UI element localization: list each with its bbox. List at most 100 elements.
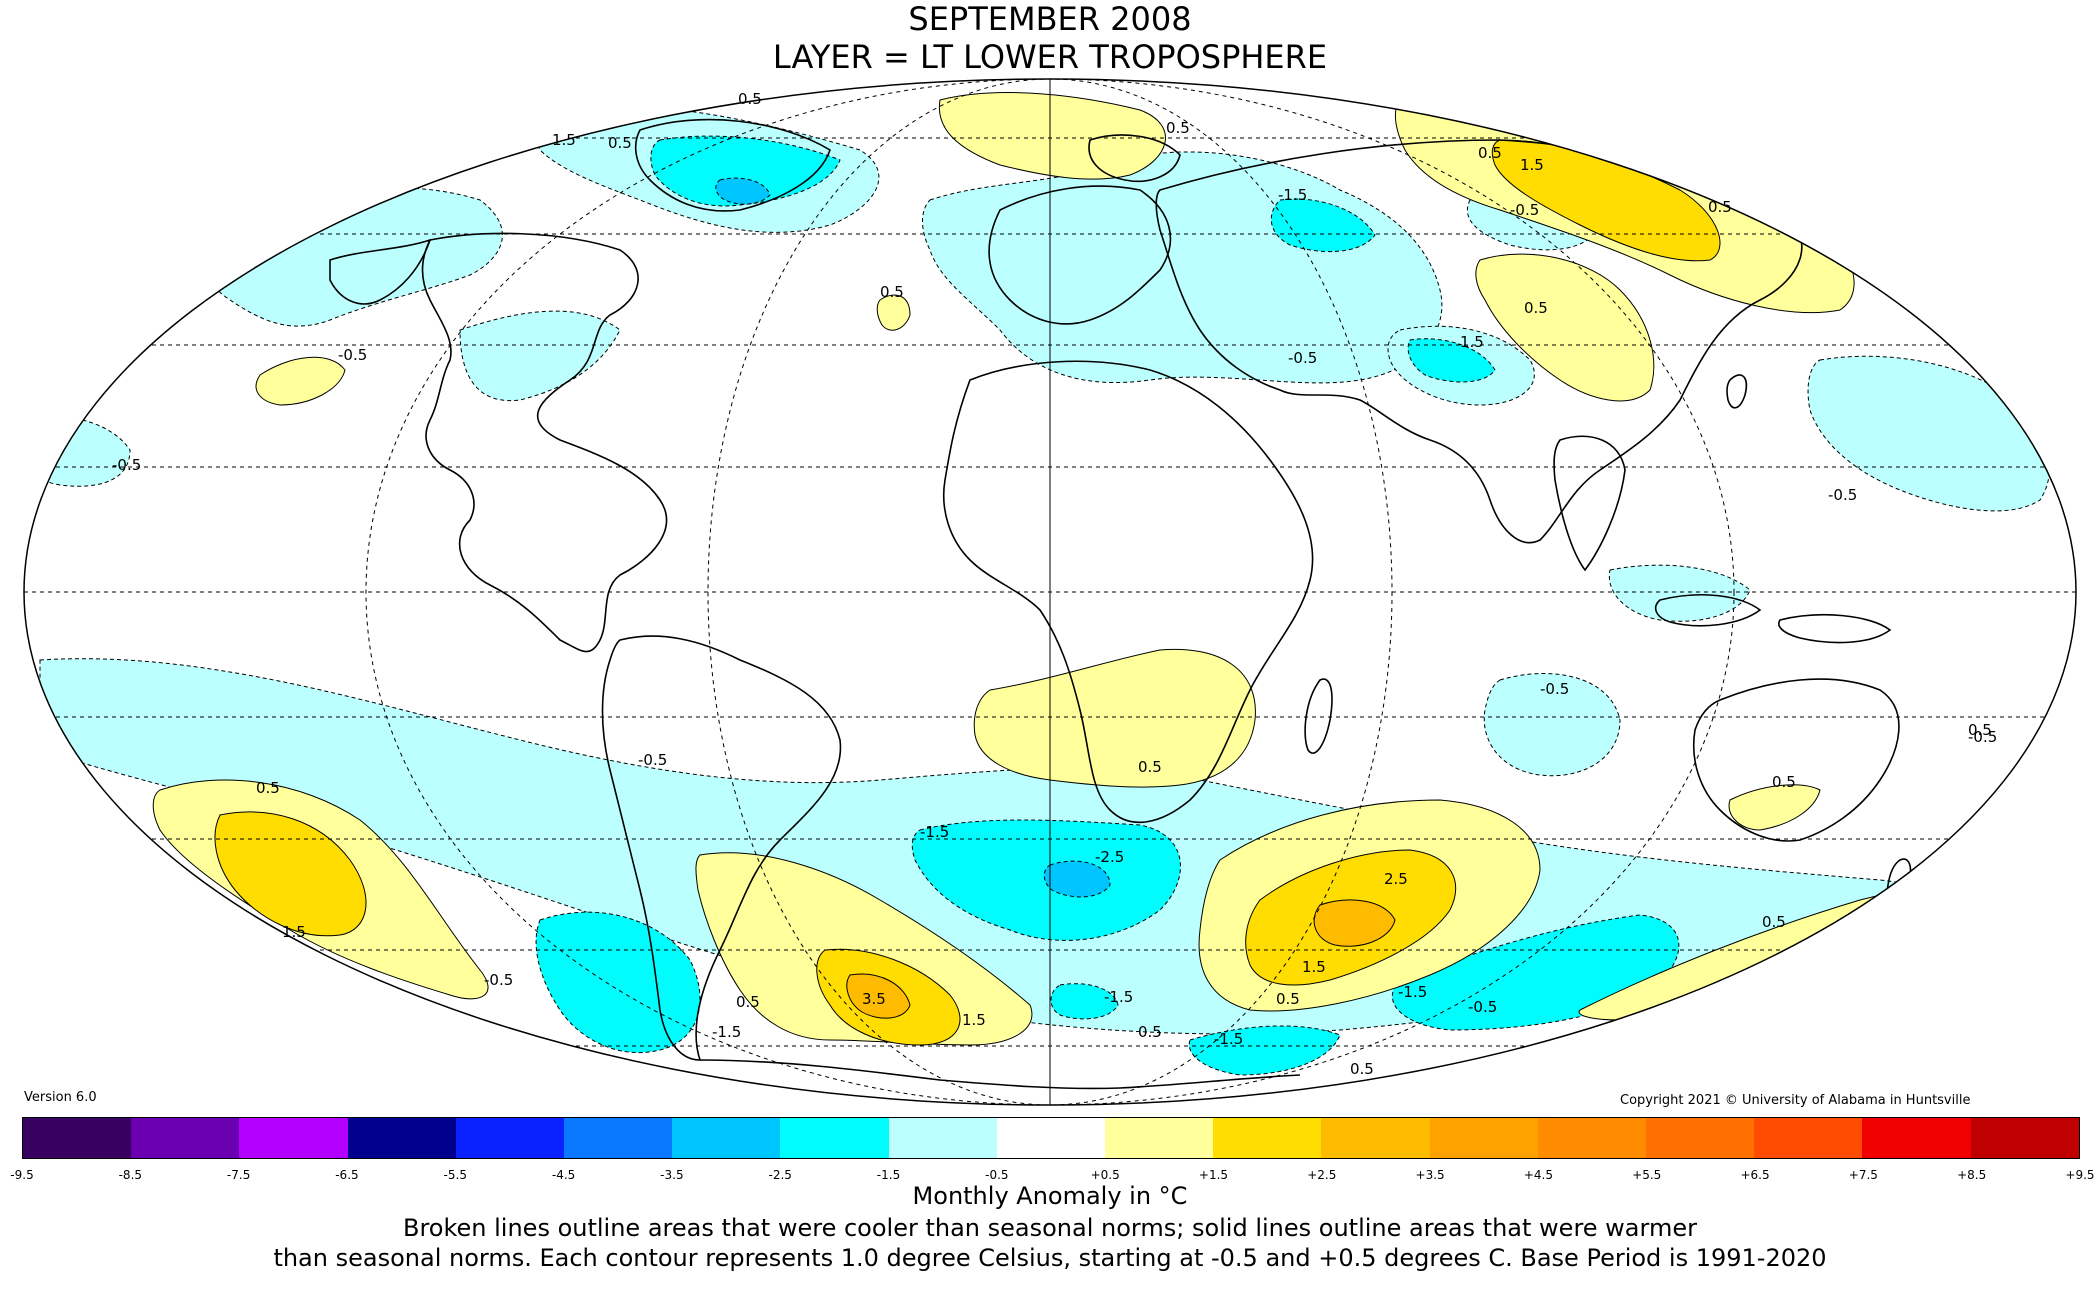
contour-label: 0.5 — [1772, 773, 1796, 791]
color-scale-segment — [888, 1118, 997, 1158]
color-scale-segment — [1970, 1118, 2079, 1158]
contour-label: -0.5 — [638, 751, 667, 769]
color-scale-tick-label: -2.5 — [768, 1168, 792, 1182]
coastlines — [329, 118, 1912, 1090]
contour-label: 0.5 — [738, 90, 762, 108]
contour-label: 1.5 — [1302, 958, 1326, 976]
contour-label: 0.5 — [1762, 913, 1786, 931]
color-scale-tick-label: -1.5 — [876, 1168, 901, 1182]
contour-label: 0.5 — [1478, 144, 1502, 162]
contour-label: 1.5 — [1520, 156, 1544, 174]
contour-label: -0.5 — [1288, 349, 1317, 367]
contour-label: 0.5 — [1138, 1023, 1162, 1041]
region-cool-maritime-asia — [1608, 564, 1751, 622]
contour-label: -0.5 — [484, 971, 513, 989]
region-cold-siberia — [1270, 198, 1376, 253]
anomaly-map: 0.5 1.5 0.5 0.5 1.5 0.5 -1.5 -0.5 0.5 0.… — [23, 78, 2077, 1106]
region-warm-atlantic-small — [876, 294, 911, 331]
region-cold-antarctic-atlantic — [1050, 983, 1119, 1020]
contour-label: 1.5 — [552, 131, 576, 149]
contour-label: 0.5 — [1968, 721, 1992, 739]
contour-labels: 0.5 1.5 0.5 0.5 1.5 0.5 -1.5 -0.5 0.5 0.… — [112, 90, 1997, 1078]
color-scale-tick-label: +1.5 — [1198, 1168, 1229, 1182]
color-scale-segment — [1862, 1118, 1971, 1158]
contour-label: -0.5 — [112, 456, 141, 474]
color-scale-tick-label: +6.5 — [1740, 1168, 1770, 1182]
region-warm-canada-small — [467, 104, 611, 138]
contour-label: 0.5 — [1708, 198, 1732, 216]
color-scale-segment — [1537, 1118, 1647, 1158]
contour-label: -0.5 — [338, 346, 367, 364]
color-scale-segment — [1213, 1118, 1322, 1158]
region-warm-north-pacific — [255, 356, 346, 406]
region-warmest-south-america — [846, 973, 911, 1019]
region-warmer-south-pacific-west — [214, 811, 367, 937]
contour-label: -0.5 — [1540, 680, 1569, 698]
color-scale-bar — [22, 1117, 2080, 1159]
contour-label: -1.5 — [1398, 983, 1427, 1001]
region-warm-southern-africa — [973, 648, 1256, 788]
color-scale-tick-label: -4.5 — [551, 1168, 576, 1182]
color-scale-tick-label: +2.5 — [1307, 1168, 1337, 1182]
map-subtitle: LAYER = LT LOWER TROPOSPHERE — [772, 38, 1328, 76]
color-scale-tick-label: +3.5 — [1415, 1168, 1445, 1182]
color-scale-segment — [672, 1118, 781, 1158]
version-label: Version 6.0 — [24, 1090, 97, 1105]
color-scale-segment — [1321, 1118, 1430, 1158]
region-warm-north-atlantic — [938, 92, 1166, 180]
contour-label: 0.5 — [1166, 119, 1190, 137]
explanation-line-2: than seasonal norms. Each contour repres… — [273, 1244, 1827, 1272]
color-scale-segment — [1754, 1118, 1863, 1158]
region-cool-north-pacific-east — [1807, 355, 2051, 512]
region-cold-arctic — [650, 135, 841, 207]
region-cool-south-indian — [1483, 673, 1621, 777]
color-scale-segment — [131, 1118, 240, 1158]
copyright-label: Copyright 2021 © University of Alabama i… — [1620, 1093, 1971, 1108]
color-scale-tick-label: +9.5 — [2065, 1168, 2095, 1182]
contour-label: 0.5 — [256, 779, 280, 797]
contour-label: 2.5 — [1384, 870, 1408, 888]
contour-label: 0.5 — [880, 283, 904, 301]
contour-label: 0.5 — [1138, 758, 1162, 776]
contour-label: 0.5 — [1276, 990, 1300, 1008]
explanation-line-1: Broken lines outline areas that were coo… — [403, 1214, 1697, 1242]
contour-label: 0.5 — [1350, 1060, 1374, 1078]
region-cold-south-pacific — [535, 911, 701, 1054]
color-scale-segment — [1105, 1118, 1214, 1158]
region-warm-east-asia — [1475, 253, 1655, 402]
contour-label: 0.5 — [608, 134, 632, 152]
color-scale-tick-label: +4.5 — [1523, 1168, 1553, 1182]
color-scale-tick-label: -0.5 — [985, 1168, 1009, 1182]
region-cold-antarctic-indian — [1188, 1025, 1341, 1076]
color-scale-tick-label: +5.5 — [1632, 1168, 1662, 1182]
contour-label: 1.5 — [962, 1011, 986, 1029]
color-scale-ticks: -9.5 -8.5 -7.5 -6.5 -5.5 -4.5 -3.5 -2.5 -1.5 -0.5… — [0, 1168, 2100, 1188]
contour-label: -2.5 — [1095, 848, 1124, 866]
map-outline — [23, 78, 2077, 1106]
color-scale-segment — [564, 1118, 673, 1158]
color-scale-tick-label: +0.5 — [1090, 1168, 1120, 1182]
color-scale-segment — [996, 1118, 1106, 1158]
contour-label: 1.5 — [1460, 333, 1484, 351]
color-scale-tick-label: -3.5 — [660, 1168, 684, 1182]
contour-label: -1.5 — [1214, 1030, 1243, 1048]
color-scale-segment — [455, 1118, 565, 1158]
contour-label: -0.5 — [1968, 728, 1997, 746]
color-scale-segment — [347, 1118, 456, 1158]
region-cool-north-america-east — [459, 310, 621, 402]
color-scale-segment — [23, 1118, 132, 1158]
color-scale-tick-label: -6.5 — [335, 1168, 359, 1182]
contour-label: -1.5 — [712, 1023, 741, 1041]
contour-label: -1.5 — [1278, 186, 1307, 204]
region-cold-tibet — [1407, 338, 1496, 383]
color-scale-segment — [780, 1118, 889, 1158]
color-scale-segment — [1646, 1118, 1755, 1158]
region-warmest-indian-ocean — [1313, 899, 1396, 947]
contour-label: 1.5 — [282, 923, 306, 941]
contour-label: 0.5 — [1524, 299, 1548, 317]
region-colder-atlantic — [1043, 860, 1111, 898]
contour-label: -0.5 — [1468, 998, 1497, 1016]
units-label: Monthly Anomaly in °C — [912, 1182, 1188, 1210]
graticule — [24, 79, 2076, 1105]
color-scale-tick-label: -5.5 — [443, 1168, 467, 1182]
